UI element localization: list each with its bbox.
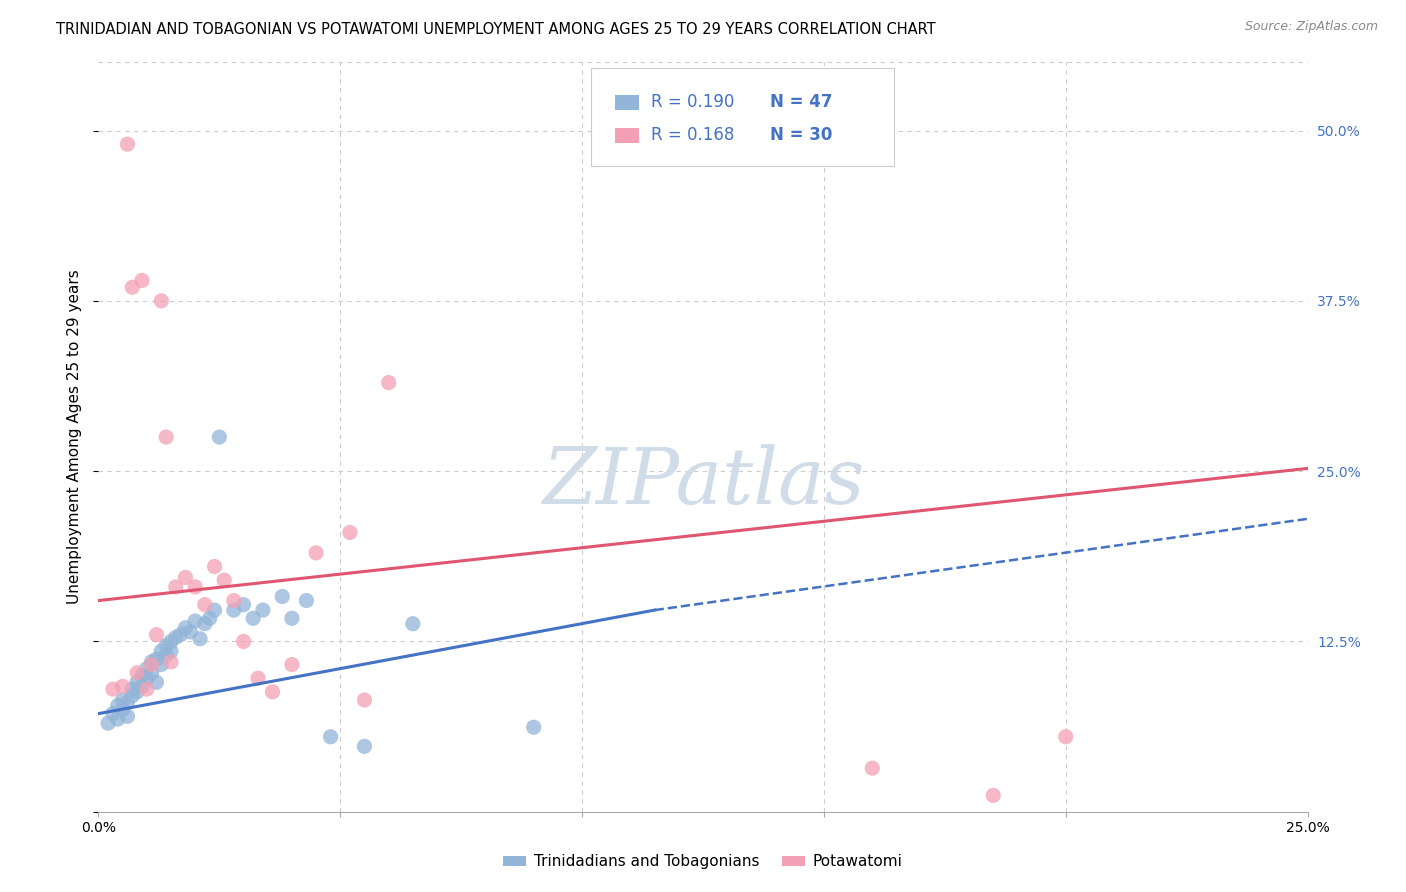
Point: [1054, 730, 1077, 744]
Point: [107, 698, 129, 713]
Point: [97, 716, 120, 731]
Point: [117, 696, 139, 710]
Point: [232, 598, 254, 612]
Point: [402, 616, 425, 631]
Text: N = 47: N = 47: [769, 93, 832, 112]
Point: [150, 657, 173, 672]
Point: [305, 546, 328, 560]
Point: [165, 580, 187, 594]
Point: [339, 525, 361, 540]
Point: [117, 137, 139, 152]
Point: [117, 709, 139, 723]
Point: [232, 634, 254, 648]
Point: [135, 662, 157, 676]
Point: [145, 675, 167, 690]
Text: ZIPatlas: ZIPatlas: [541, 444, 865, 520]
FancyBboxPatch shape: [614, 95, 638, 110]
Point: [145, 652, 167, 666]
Point: [319, 730, 342, 744]
Point: [208, 430, 231, 444]
Text: Source: ZipAtlas.com: Source: ZipAtlas.com: [1244, 20, 1378, 33]
Point: [184, 580, 207, 594]
Point: [131, 273, 153, 287]
Point: [194, 598, 217, 612]
Point: [127, 665, 149, 680]
Point: [222, 593, 245, 607]
Point: [295, 593, 318, 607]
Point: [271, 590, 294, 604]
Point: [523, 720, 546, 734]
Text: R = 0.190: R = 0.190: [651, 93, 734, 112]
Point: [179, 624, 201, 639]
Point: [121, 682, 143, 697]
Point: [222, 603, 245, 617]
Point: [160, 655, 183, 669]
Point: [174, 570, 197, 584]
Point: [135, 671, 157, 685]
Point: [160, 634, 183, 648]
Point: [101, 706, 124, 721]
Point: [242, 611, 264, 625]
Point: [204, 559, 226, 574]
Point: [131, 679, 153, 693]
Point: [150, 293, 173, 308]
Point: [169, 627, 191, 641]
FancyBboxPatch shape: [614, 128, 638, 143]
Point: [252, 603, 274, 617]
Point: [127, 685, 149, 699]
Point: [121, 689, 143, 703]
Point: [127, 675, 149, 690]
Point: [247, 671, 270, 685]
Point: [353, 739, 375, 754]
Point: [981, 789, 1004, 803]
Point: [107, 712, 129, 726]
Point: [101, 682, 124, 697]
Point: [141, 657, 163, 672]
Point: [155, 430, 177, 444]
Text: TRINIDADIAN AND TOBAGONIAN VS POTAWATOMI UNEMPLOYMENT AMONG AGES 25 TO 29 YEARS : TRINIDADIAN AND TOBAGONIAN VS POTAWATOMI…: [56, 22, 936, 37]
Point: [188, 632, 211, 646]
Point: [111, 702, 134, 716]
Point: [111, 693, 134, 707]
Point: [165, 631, 187, 645]
Point: [184, 614, 207, 628]
Text: N = 30: N = 30: [769, 126, 832, 145]
Point: [141, 665, 163, 680]
Point: [111, 679, 134, 693]
Point: [155, 639, 177, 653]
Point: [377, 376, 399, 390]
Point: [198, 611, 221, 625]
Point: [281, 611, 304, 625]
Point: [204, 603, 226, 617]
Point: [150, 644, 173, 658]
Point: [262, 685, 284, 699]
Point: [174, 621, 197, 635]
Y-axis label: Unemployment Among Ages 25 to 29 years: Unemployment Among Ages 25 to 29 years: [67, 269, 83, 605]
Point: [160, 644, 183, 658]
Point: [145, 627, 167, 641]
Point: [860, 761, 883, 775]
Point: [212, 573, 235, 587]
Point: [121, 280, 143, 294]
Point: [135, 682, 157, 697]
Point: [155, 648, 177, 662]
Legend: Trinidadians and Tobagonians, Potawatomi: Trinidadians and Tobagonians, Potawatomi: [498, 848, 908, 875]
Point: [141, 655, 163, 669]
Text: R = 0.168: R = 0.168: [651, 126, 734, 145]
Point: [281, 657, 304, 672]
Point: [353, 693, 375, 707]
Point: [194, 616, 217, 631]
FancyBboxPatch shape: [591, 68, 894, 166]
Point: [131, 668, 153, 682]
